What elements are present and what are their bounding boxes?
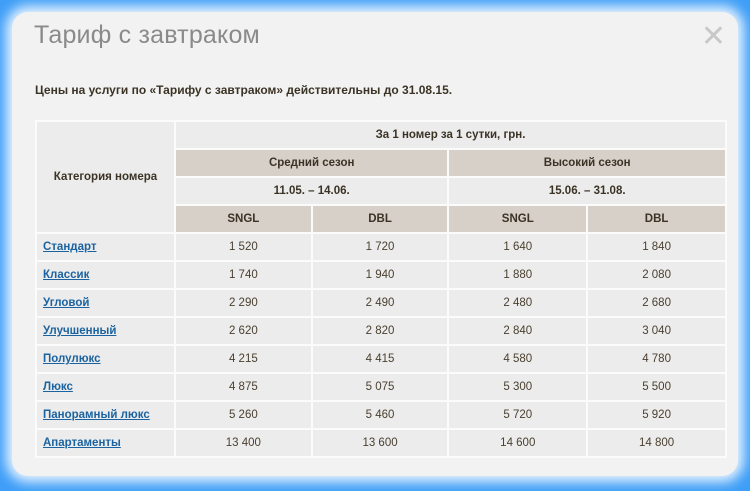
price-cell: 1 940 bbox=[310, 260, 450, 290]
room-type-header: DBL bbox=[586, 204, 727, 234]
room-type-header: SNGL bbox=[174, 204, 313, 234]
price-cell: 5 920 bbox=[586, 400, 727, 430]
category-cell: Стандарт bbox=[35, 232, 176, 262]
price-cell: 5 300 bbox=[447, 372, 589, 402]
season-name: Средний сезон bbox=[173, 148, 450, 178]
table-row: Классик 1 740 1 940 1 880 2 080 bbox=[35, 260, 727, 290]
category-cell: Панорамный люкс bbox=[35, 400, 176, 430]
price-cell: 5 500 bbox=[586, 372, 727, 402]
table-row: Апартаменты 13 400 13 600 14 600 14 800 bbox=[35, 428, 727, 458]
table-row: Люкс 4 875 5 075 5 300 5 500 bbox=[35, 372, 727, 402]
room-type-header: SNGL bbox=[447, 204, 589, 234]
price-header: За 1 номер за 1 сутки, грн. bbox=[174, 120, 727, 150]
category-cell: Улучшенный bbox=[35, 316, 176, 346]
table-row: Угловой 2 290 2 490 2 480 2 680 bbox=[35, 288, 727, 318]
price-cell: 5 720 bbox=[447, 400, 589, 430]
price-cell: 4 415 bbox=[310, 344, 450, 374]
price-cell: 13 600 bbox=[310, 428, 450, 458]
price-cell: 14 600 bbox=[447, 428, 589, 458]
price-cell: 5 260 bbox=[174, 400, 313, 430]
price-cell: 2 480 bbox=[447, 288, 589, 318]
price-cell: 4 580 bbox=[447, 344, 589, 374]
category-link[interactable]: Полулюкс bbox=[43, 353, 101, 365]
category-cell: Классик bbox=[35, 260, 176, 290]
close-icon[interactable]: ✕ bbox=[700, 20, 726, 53]
table-row: Панорамный люкс 5 260 5 460 5 720 5 920 bbox=[35, 400, 727, 430]
price-cell: 3 040 bbox=[586, 316, 727, 346]
price-cell: 5 460 bbox=[310, 400, 450, 430]
price-cell: 1 720 bbox=[310, 232, 450, 262]
price-cell: 4 780 bbox=[586, 344, 727, 374]
category-cell: Угловой bbox=[35, 288, 176, 318]
season-dates: 11.05. – 14.06. bbox=[173, 176, 450, 206]
price-cell: 2 620 bbox=[174, 316, 313, 346]
price-cell: 1 640 bbox=[447, 232, 589, 262]
category-cell: Полулюкс bbox=[35, 344, 176, 374]
price-cell: 2 490 bbox=[310, 288, 450, 318]
season-dates: 15.06. – 31.08. bbox=[447, 176, 727, 206]
category-link[interactable]: Стандарт bbox=[43, 241, 97, 253]
price-table: Категория номера За 1 номер за 1 сутки, … bbox=[35, 120, 727, 458]
price-cell: 1 880 bbox=[447, 260, 589, 290]
room-type-header: DBL bbox=[310, 204, 450, 234]
price-cell: 13 400 bbox=[174, 428, 313, 458]
validity-note: Цены на услуги по «Тарифу с завтраком» д… bbox=[35, 83, 453, 97]
category-link[interactable]: Панорамный люкс bbox=[43, 409, 150, 421]
price-cell: 1 740 bbox=[174, 260, 313, 290]
price-cell: 2 080 bbox=[586, 260, 727, 290]
table-row: Полулюкс 4 215 4 415 4 580 4 780 bbox=[35, 344, 727, 374]
price-cell: 4 875 bbox=[174, 372, 313, 402]
price-cell: 1 520 bbox=[174, 232, 313, 262]
modal-title: Тариф с завтраком bbox=[34, 21, 260, 49]
price-cell: 2 680 bbox=[586, 288, 727, 318]
price-cell: 14 800 bbox=[586, 428, 727, 458]
category-cell: Люкс bbox=[35, 372, 176, 402]
category-cell: Апартаменты bbox=[35, 428, 176, 458]
category-link[interactable]: Угловой bbox=[43, 297, 90, 309]
price-cell: 1 840 bbox=[586, 232, 727, 262]
table-row: Стандарт 1 520 1 720 1 640 1 840 bbox=[35, 232, 727, 262]
tariff-modal: Тариф с завтраком ✕ Цены на услуги по «Т… bbox=[12, 12, 738, 476]
price-cell: 4 215 bbox=[174, 344, 313, 374]
price-cell: 2 820 bbox=[310, 316, 450, 346]
season-name: Высокий сезон bbox=[447, 148, 727, 178]
category-header: Категория номера bbox=[35, 120, 176, 234]
price-cell: 2 840 bbox=[447, 316, 589, 346]
category-link[interactable]: Улучшенный bbox=[43, 325, 117, 337]
category-link[interactable]: Классик bbox=[43, 269, 90, 281]
table-row: Улучшенный 2 620 2 820 2 840 3 040 bbox=[35, 316, 727, 346]
category-link[interactable]: Апартаменты bbox=[43, 437, 121, 449]
price-cell: 2 290 bbox=[174, 288, 313, 318]
category-link[interactable]: Люкс bbox=[43, 381, 73, 393]
price-cell: 5 075 bbox=[310, 372, 450, 402]
